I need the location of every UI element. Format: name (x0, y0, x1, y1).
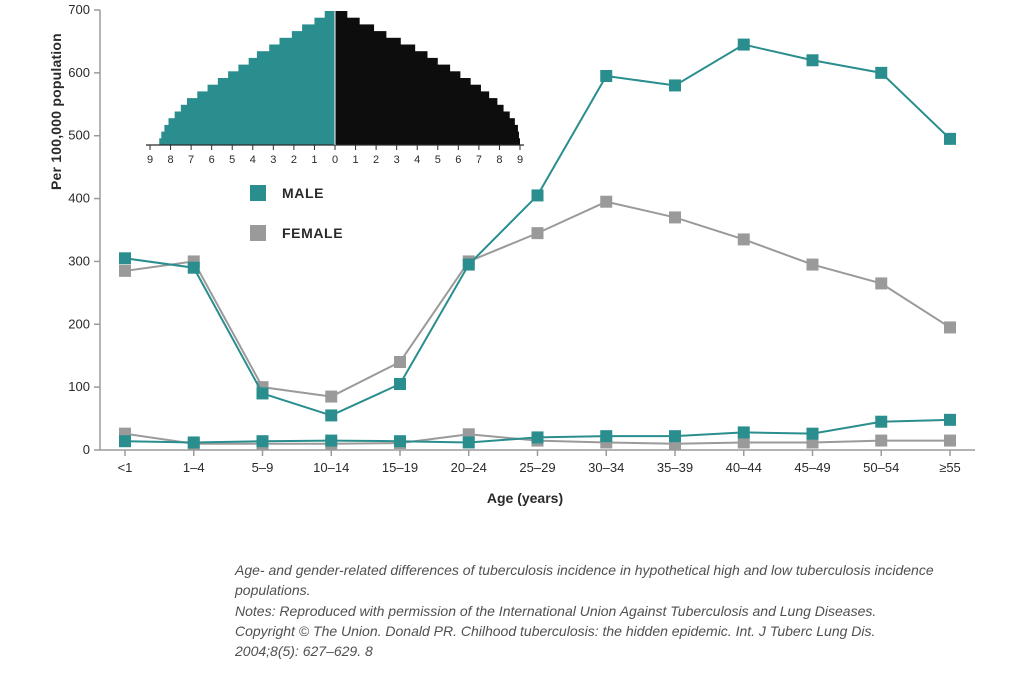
caption-line1: Age- and gender-related differences of t… (235, 562, 934, 598)
svg-text:35–39: 35–39 (657, 460, 693, 475)
caption-line3: Copyright © The Union. Donald PR. Chilho… (235, 623, 875, 659)
svg-text:100: 100 (68, 379, 90, 394)
caption-line2: Notes: Reproduced with permission of the… (235, 603, 876, 619)
svg-text:10–14: 10–14 (313, 460, 349, 475)
x-axis-label: Age (years) (60, 490, 990, 506)
caption: Age- and gender-related differences of t… (235, 560, 935, 661)
y-axis-label: Per 100,000 population (48, 33, 64, 190)
svg-text:<1: <1 (118, 460, 133, 475)
legend-swatch-male (250, 185, 266, 201)
page-root: 0 100 200 300 400 500 600 700 <1 1–4 5–9 10–14 15–19… (0, 0, 1014, 677)
main-chart: 0 100 200 300 400 500 600 700 <1 1–4 5–9 10–14 15–19… (60, 0, 990, 520)
svg-text:45–49: 45–49 (794, 460, 830, 475)
svg-text:50–54: 50–54 (863, 460, 899, 475)
svg-text:0: 0 (83, 442, 90, 457)
svg-text:40–44: 40–44 (726, 460, 762, 475)
svg-text:1–4: 1–4 (183, 460, 205, 475)
legend-label-male: MALE (282, 185, 324, 201)
legend: MALE FEMALE (250, 185, 343, 265)
svg-text:15–19: 15–19 (382, 460, 418, 475)
legend-swatch-female (250, 225, 266, 241)
svg-text:25–29: 25–29 (519, 460, 555, 475)
svg-text:20–24: 20–24 (451, 460, 487, 475)
svg-text:400: 400 (68, 191, 90, 206)
legend-label-female: FEMALE (282, 225, 343, 241)
svg-text:600: 600 (68, 65, 90, 80)
svg-text:300: 300 (68, 253, 90, 268)
svg-text:≥55: ≥55 (939, 460, 961, 475)
svg-text:5–9: 5–9 (252, 460, 274, 475)
svg-text:500: 500 (68, 128, 90, 143)
svg-text:30–34: 30–34 (588, 460, 624, 475)
svg-text:200: 200 (68, 316, 90, 331)
chart-svg: 0 100 200 300 400 500 600 700 <1 1–4 5–9 10–14 15–19… (60, 0, 990, 520)
legend-item-female: FEMALE (250, 225, 343, 241)
legend-item-male: MALE (250, 185, 343, 201)
svg-text:700: 700 (68, 2, 90, 17)
